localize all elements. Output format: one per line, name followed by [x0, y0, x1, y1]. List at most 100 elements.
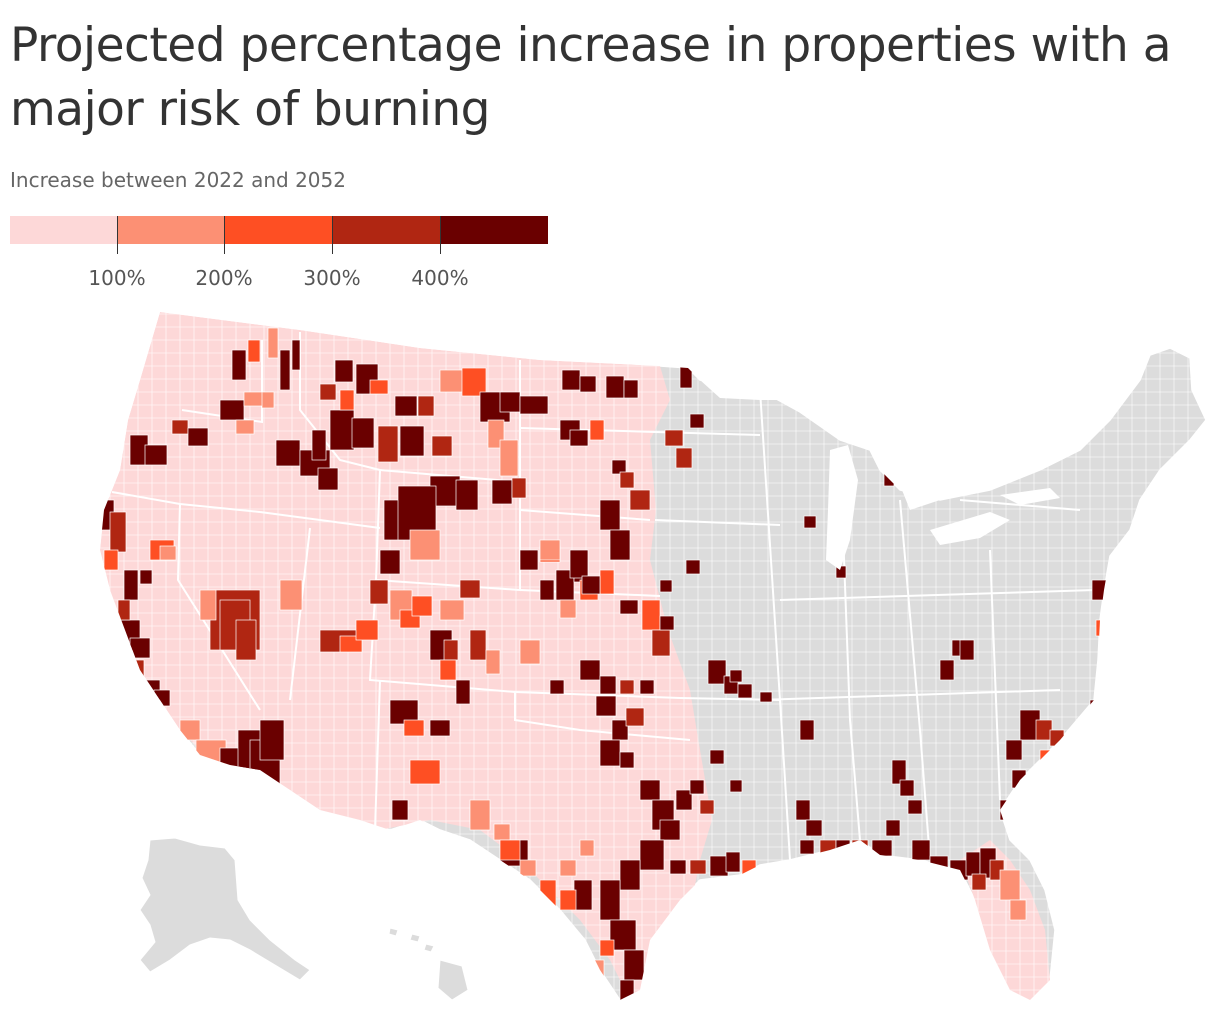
county-patch — [317, 467, 339, 491]
county-patch — [799, 839, 815, 855]
county-patch — [417, 395, 435, 417]
county-patch — [599, 499, 621, 531]
county-patch — [999, 869, 1021, 901]
county-patch — [619, 679, 635, 695]
county-patch — [539, 579, 555, 601]
county-patch — [455, 679, 471, 705]
legend-swatch-bin-4 — [332, 216, 441, 244]
county-patch — [737, 683, 753, 699]
county-patch — [443, 639, 459, 661]
county-patch — [559, 859, 577, 877]
county-patch — [179, 719, 201, 741]
county-patch — [499, 839, 521, 861]
state-border-north-west — [181, 340, 263, 424]
county-patch — [971, 873, 987, 891]
county-patch — [1029, 779, 1045, 797]
legend-label-400: 400% — [411, 266, 469, 290]
county-patch — [685, 559, 701, 575]
county-patch — [709, 749, 725, 765]
county-patch — [561, 369, 581, 391]
legend-label-100: 100% — [88, 266, 146, 290]
county-patch — [319, 383, 337, 401]
alaska-shape — [139, 837, 311, 981]
lake-huron — [880, 430, 950, 510]
chart-title: Projected percentage increase in propert… — [10, 18, 1172, 137]
county-patch — [929, 855, 949, 877]
county-patch — [689, 779, 705, 795]
county-patch — [805, 819, 823, 837]
chart-subtitle: Increase between 2022 and 2052 — [10, 168, 346, 192]
county-patch — [519, 549, 539, 571]
county-patch — [609, 919, 637, 951]
county-patch — [799, 719, 815, 741]
state-border-ks-ok — [514, 691, 681, 699]
county-patch — [144, 444, 168, 466]
county-patch — [835, 839, 851, 855]
county-patch — [279, 349, 291, 391]
county-patch — [279, 579, 303, 611]
county-patch — [351, 417, 375, 449]
county-patch — [339, 389, 355, 411]
county-patch — [725, 851, 741, 873]
county-patch — [171, 419, 189, 435]
county-patch — [429, 719, 451, 737]
county-patch — [891, 759, 907, 785]
state-border-ia-mo — [654, 519, 781, 526]
great-lakes — [700, 362, 1060, 570]
county-patch — [559, 889, 577, 911]
county-patch — [911, 839, 931, 861]
county-patch — [275, 439, 301, 467]
county-patch — [511, 477, 527, 499]
county-patch — [129, 637, 151, 659]
county-patch — [455, 479, 479, 511]
county-patch — [334, 359, 354, 383]
county-patch — [1049, 769, 1063, 785]
county-patch — [549, 679, 565, 695]
county-patch — [885, 819, 901, 837]
county-patch — [1005, 739, 1023, 761]
county-patch — [377, 425, 399, 463]
county-patch — [611, 719, 629, 741]
county-patch — [267, 327, 279, 359]
county-patch — [247, 339, 261, 363]
county-patch — [235, 619, 257, 661]
county-patch — [619, 471, 635, 489]
county-patch — [1099, 679, 1113, 697]
county-patch — [109, 511, 127, 553]
county-patch — [469, 629, 487, 661]
county-patch — [355, 619, 379, 641]
state-border-east-5 — [779, 589, 1096, 601]
lake-ontario — [1000, 488, 1060, 505]
county-patch — [539, 539, 561, 561]
county-patch — [795, 799, 811, 821]
map-svg — [99, 311, 1207, 1001]
county-patch — [1041, 799, 1059, 821]
state-border-east-7 — [989, 549, 1001, 801]
state-border-east-3 — [899, 499, 931, 861]
state-border-sd-ne — [519, 509, 651, 521]
color-legend: 100% 200% 300% 400% — [10, 216, 550, 296]
county-patch — [219, 399, 245, 421]
county-patch — [409, 759, 441, 785]
county-patch — [625, 707, 645, 727]
legend-swatch-bin-1 — [10, 216, 118, 244]
county-patch — [235, 419, 255, 435]
county-patch — [439, 659, 457, 681]
county-patch — [599, 569, 615, 595]
county-patch — [411, 595, 433, 617]
county-patch — [403, 719, 425, 737]
county-patch — [741, 859, 757, 875]
county-patch — [103, 549, 119, 571]
county-patch — [159, 545, 177, 561]
legend-color-bar — [10, 216, 548, 244]
county-patch — [139, 569, 153, 585]
county-patch — [1011, 769, 1027, 789]
county-patch — [499, 391, 521, 413]
county-patch — [1095, 619, 1109, 637]
county-patch — [123, 569, 139, 601]
county-patch — [409, 529, 441, 561]
county-patch — [641, 599, 661, 631]
legend-swatch-bin-2 — [117, 216, 226, 244]
county-patch — [907, 799, 923, 815]
county-patch — [599, 675, 617, 695]
